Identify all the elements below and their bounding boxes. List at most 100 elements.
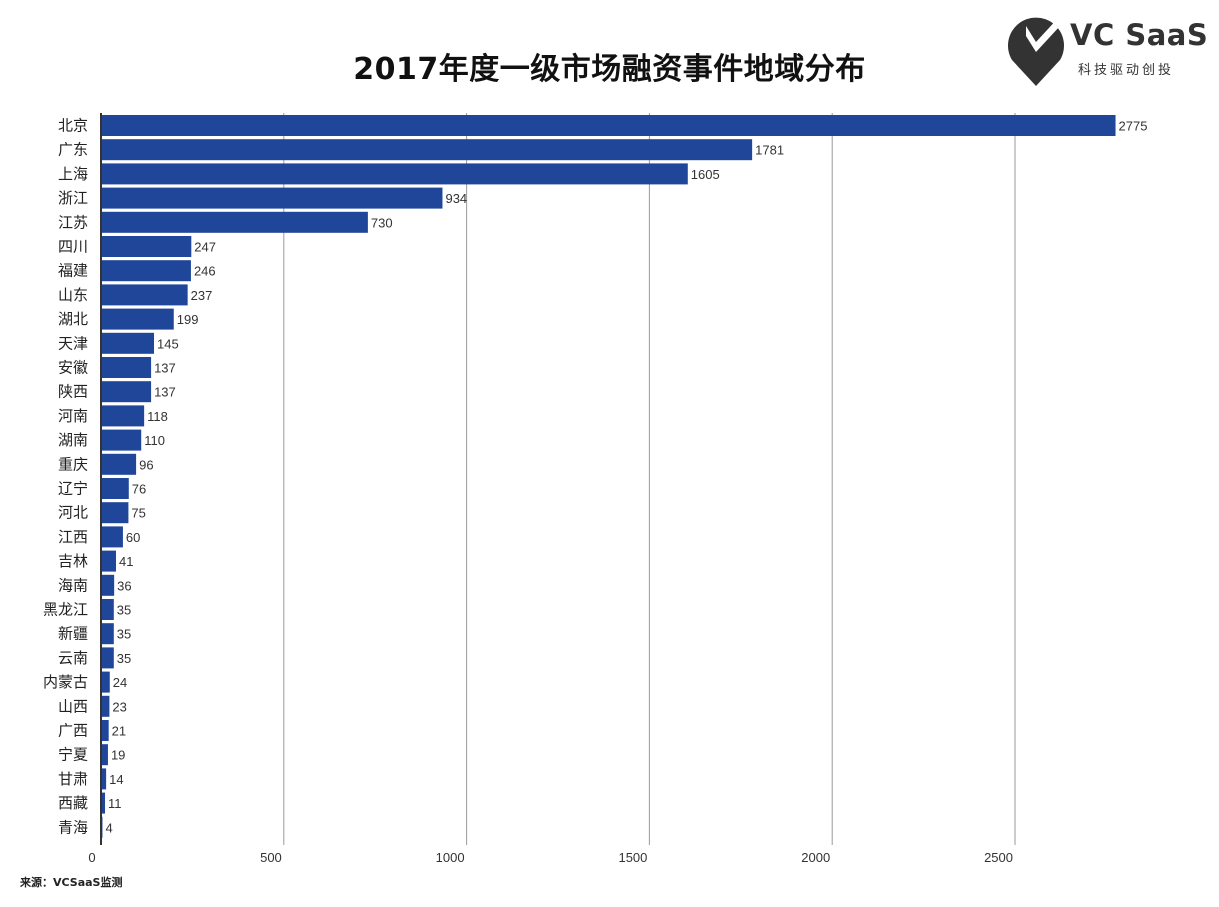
bar: [101, 574, 115, 596]
bar: [101, 332, 155, 354]
data-label: 41: [119, 554, 133, 569]
category-label: 西藏: [58, 794, 88, 812]
data-label: 75: [131, 506, 145, 521]
data-label: 36: [117, 578, 131, 593]
bar: [101, 599, 114, 620]
data-label: 35: [117, 603, 131, 618]
bar: [101, 429, 142, 451]
data-label: 21: [112, 724, 126, 739]
bar: [101, 550, 116, 572]
category-label: 黑龙江: [43, 601, 88, 619]
x-tick-label: 0: [88, 850, 95, 865]
data-label: 60: [126, 530, 140, 545]
data-label: 35: [117, 627, 131, 642]
category-label: 上海: [58, 165, 88, 183]
category-label: 天津: [58, 334, 88, 352]
bar: [101, 115, 1116, 136]
bar: [101, 381, 152, 403]
x-tick-label: 1000: [436, 850, 465, 865]
data-label: 1605: [691, 167, 720, 182]
data-label: 934: [445, 191, 467, 206]
category-label: 浙江: [58, 189, 88, 207]
data-label: 137: [154, 361, 176, 376]
data-label: 137: [154, 385, 176, 400]
bar: [101, 526, 123, 548]
category-label: 陕西: [58, 383, 88, 401]
category-label: 安徽: [58, 359, 88, 377]
category-label: 广东: [58, 141, 88, 159]
data-label: 24: [113, 675, 127, 690]
category-label: 吉林: [58, 552, 88, 570]
data-label: 1781: [755, 143, 784, 158]
data-label: 11: [108, 796, 122, 811]
category-label: 江苏: [58, 213, 88, 231]
bar: [101, 768, 107, 790]
category-label: 湖北: [58, 310, 88, 328]
data-label: 199: [177, 312, 199, 327]
logo-name: VC SaaS: [1070, 18, 1209, 52]
category-label: 四川: [58, 238, 88, 256]
data-label: 2775: [1119, 119, 1148, 134]
category-label: 新疆: [58, 625, 88, 643]
bar: [101, 357, 152, 378]
bar: [101, 284, 188, 306]
chart-title: 2017年度一级市场融资事件地域分布: [353, 52, 866, 87]
bar: [101, 211, 368, 233]
data-label: 4: [105, 820, 112, 835]
x-tick-label: 500: [260, 850, 282, 865]
data-label: 19: [111, 748, 125, 763]
bar: [101, 478, 129, 499]
bar: [101, 453, 137, 475]
x-tick-label: 1500: [618, 850, 647, 865]
data-label: 237: [191, 288, 213, 303]
x-tick-label: 2500: [984, 850, 1013, 865]
bar: [101, 187, 443, 209]
data-label: 23: [112, 699, 126, 714]
data-label: 96: [139, 457, 153, 472]
bar: [101, 405, 145, 427]
bar: [101, 260, 191, 282]
category-label: 河北: [58, 504, 88, 522]
bar: [101, 623, 114, 645]
category-label: 青海: [58, 818, 88, 836]
data-label: 35: [117, 651, 131, 666]
category-label: 北京: [58, 117, 88, 135]
brand-logo: VC SaaS 科技驱动创投: [1004, 12, 1208, 92]
bar: [101, 163, 688, 185]
data-label: 730: [371, 215, 393, 230]
bar: [101, 139, 753, 161]
logo-mark-icon: [1008, 16, 1064, 87]
category-label: 甘肃: [58, 770, 88, 788]
data-label: 110: [144, 433, 165, 448]
category-label: 湖南: [58, 431, 88, 449]
category-label: 重庆: [58, 455, 88, 473]
bar: [101, 236, 192, 257]
bar: [101, 744, 108, 766]
category-label: 云南: [58, 649, 88, 667]
x-tick-label: 2000: [801, 850, 830, 865]
bar: [101, 720, 109, 741]
bar: [101, 308, 174, 330]
data-label: 14: [109, 772, 123, 787]
data-label: 145: [157, 336, 179, 351]
category-label: 河南: [58, 407, 88, 425]
category-label: 广西: [58, 722, 88, 740]
bar: [101, 792, 106, 814]
source-note: 来源：VCSaaS监测: [20, 876, 123, 889]
category-label: 山东: [58, 286, 88, 304]
logo-tagline: 科技驱动创投: [1078, 63, 1175, 78]
category-label: 宁夏: [58, 746, 88, 764]
bar: [101, 695, 110, 717]
category-label: 江西: [58, 528, 88, 546]
data-label: 246: [194, 264, 216, 279]
data-label: 247: [194, 240, 216, 255]
category-label: 内蒙古: [43, 673, 88, 691]
bar: [101, 671, 110, 693]
bar: [101, 502, 129, 524]
data-label: 76: [132, 482, 146, 497]
category-label: 辽宁: [58, 480, 88, 498]
data-label: 118: [147, 409, 168, 424]
bar: [101, 647, 114, 669]
category-label: 福建: [58, 262, 88, 280]
